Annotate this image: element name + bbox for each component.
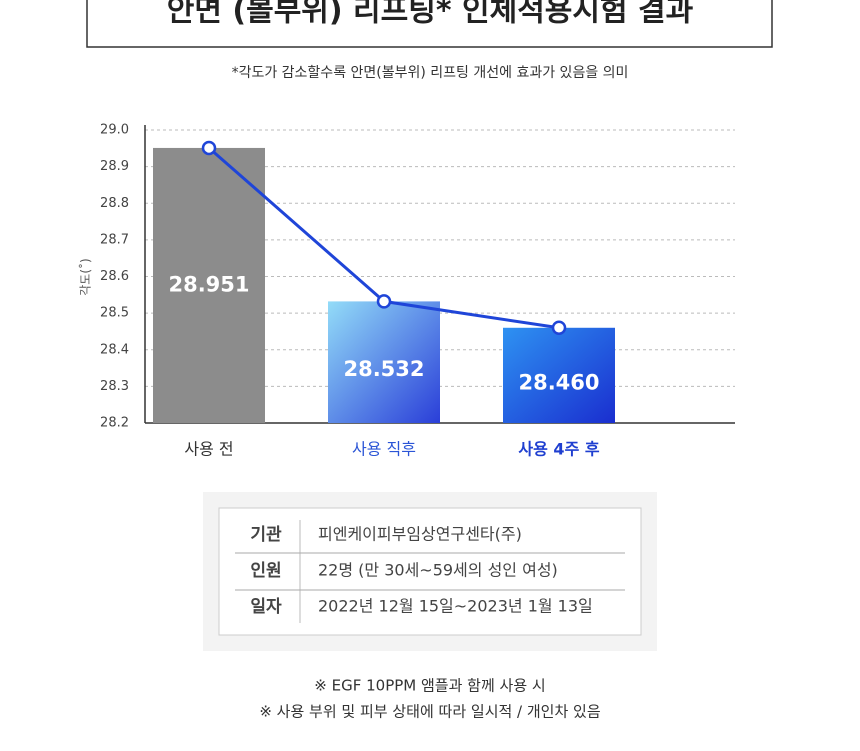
- value-label: 28.460: [518, 370, 599, 394]
- x-tick-label: 사용 전: [184, 440, 233, 459]
- bar: [328, 301, 440, 423]
- table-cell: 피엔케이피부임상연구센타(주): [318, 525, 522, 544]
- x-tick-label: 사용 직후: [352, 440, 416, 459]
- y-axis-label: 각도(˚): [78, 258, 93, 295]
- footnote: ※ EGF 10PPM 앰플과 함께 사용 시: [314, 677, 545, 695]
- bar: [153, 147, 265, 424]
- x-tick-label: 사용 4주 후: [518, 440, 599, 459]
- y-tick-label: 28.5: [100, 306, 129, 321]
- y-tick-label: 28.7: [100, 232, 129, 247]
- y-tick-label: 28.3: [100, 379, 129, 394]
- chart-title: 안면 (볼부위) 리프팅* 인체적용시험 결과: [167, 0, 694, 29]
- y-tick-label: 28.2: [100, 416, 129, 431]
- line-point: [551, 320, 567, 336]
- table-cell: 2022년 12월 15일~2023년 1월 13일: [318, 597, 593, 616]
- table-header: 기관: [250, 525, 282, 545]
- chart-subtitle: *각도가 감소할수록 안면(볼부위) 리프팅 개선에 효과가 있음을 의미: [232, 65, 629, 81]
- footnote: ※ 사용 부위 및 피부 상태에 따라 일시적 / 개인차 있음: [259, 703, 600, 721]
- y-tick-label: 28.9: [100, 159, 129, 174]
- y-tick-label: 28.8: [100, 196, 129, 211]
- table-header: 일자: [250, 597, 282, 617]
- y-tick-label: 28.4: [100, 342, 129, 357]
- table-box: [218, 507, 642, 636]
- table: 기관 피엔케이피부임상연구센타(주) 인원 22명 (만 30세~59세의 성인 여성…: [250, 525, 592, 618]
- value-label: 28.951: [168, 272, 249, 296]
- table-cell: 22명 (만 30세~59세의 성인 여성): [318, 561, 558, 580]
- y-tick-label: 29.0: [100, 123, 129, 138]
- line-point: [201, 140, 217, 156]
- bar: [503, 327, 615, 423]
- title-box: [86, 0, 773, 48]
- y-tick-label: 28.6: [100, 269, 129, 284]
- value-label: 28.532: [343, 357, 424, 381]
- line-point: [376, 294, 392, 309]
- table-header: 인원: [250, 561, 281, 581]
